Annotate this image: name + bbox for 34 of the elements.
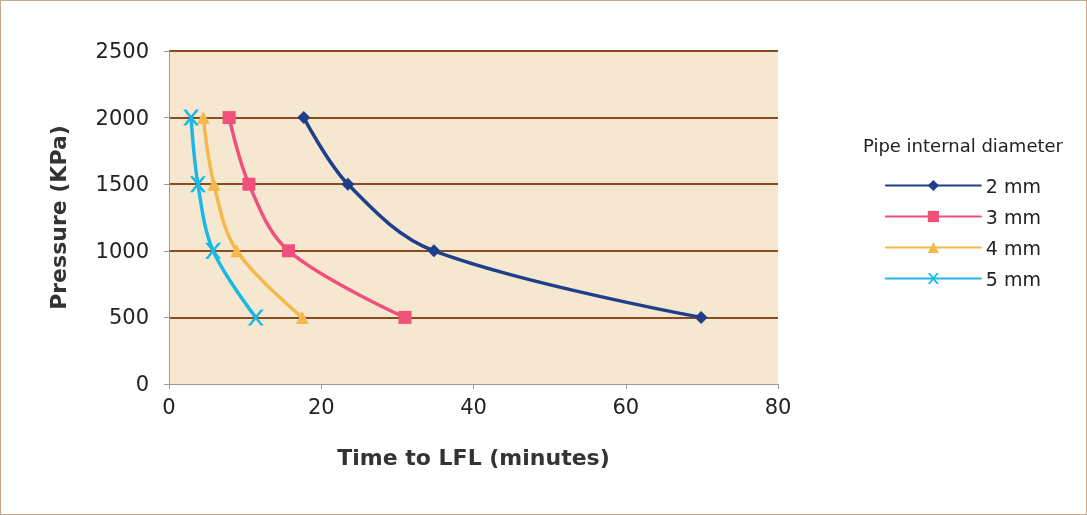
legend-label: 2 mm	[985, 174, 1042, 197]
point	[247, 309, 264, 326]
point	[183, 109, 200, 126]
legend-label: 4 mm	[985, 236, 1042, 259]
point	[398, 310, 412, 324]
point	[207, 177, 221, 191]
point	[295, 310, 309, 324]
point	[196, 111, 210, 125]
y-tick-label: 0	[135, 372, 149, 396]
y-tick-label: 1500	[95, 172, 149, 197]
point	[694, 310, 708, 324]
y-tick-label: 2000	[95, 105, 149, 130]
x-tick-label: 0	[162, 394, 176, 419]
x-tick-label: 80	[764, 394, 792, 419]
x-axis-title: Time to LFL (minutes)	[337, 444, 610, 470]
y-axis-title: Pressure (KPa)	[45, 125, 71, 310]
x-tick-label: 40	[460, 394, 487, 419]
point	[427, 244, 441, 258]
y-tick-label: 1000	[95, 238, 149, 263]
point	[297, 111, 311, 125]
y-tick-label: 2500	[95, 39, 149, 63]
x-tick-label: 60	[612, 394, 640, 419]
legend-title: Pipe internal diameter	[862, 134, 1064, 156]
legend-label: 5 mm	[985, 267, 1042, 290]
point	[341, 177, 355, 191]
point	[282, 244, 296, 258]
legend-label: 3 mm	[985, 205, 1042, 228]
point	[189, 176, 206, 193]
point	[242, 177, 256, 191]
y-tick-label: 500	[108, 305, 149, 330]
point	[230, 244, 244, 258]
point	[205, 242, 222, 259]
point	[222, 111, 236, 125]
x-tick-label: 20	[307, 394, 335, 419]
